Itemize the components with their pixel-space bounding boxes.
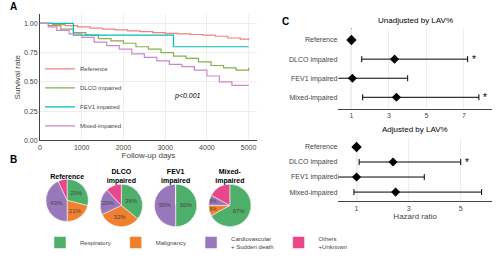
svg-text:1: 1: [349, 112, 353, 119]
svg-text:2000: 2000: [116, 144, 132, 151]
svg-text:Unadjusted by LAV%: Unadjusted by LAV%: [378, 16, 453, 25]
svg-text:5000: 5000: [241, 144, 257, 151]
svg-text:3: 3: [387, 112, 391, 119]
svg-text:Mixed-impaired: Mixed-impaired: [289, 189, 337, 197]
svg-text:Survival rate: Survival rate: [13, 54, 22, 99]
svg-text:FEV1 impaired: FEV1 impaired: [291, 173, 337, 181]
svg-text:Malignancy: Malignancy: [156, 240, 186, 246]
svg-text:A: A: [10, 1, 17, 12]
svg-text:Respiratory: Respiratory: [80, 240, 111, 246]
svg-text:FEV1 impaired: FEV1 impaired: [291, 75, 337, 83]
svg-text:7: 7: [462, 112, 466, 119]
svg-text:Mixed-impaired: Mixed-impaired: [80, 123, 121, 129]
svg-text:3000: 3000: [157, 144, 173, 151]
svg-text:Mixed-impaired: Mixed-impaired: [215, 168, 244, 185]
svg-text:0.75: 0.75: [24, 49, 38, 56]
svg-text:Reference: Reference: [305, 143, 337, 150]
svg-text:50%: 50%: [159, 202, 172, 208]
svg-text:0.00: 0.00: [24, 137, 38, 144]
svg-text:4000: 4000: [199, 144, 215, 151]
svg-text:Reference: Reference: [80, 66, 108, 72]
svg-text:B: B: [10, 154, 17, 165]
svg-text:Cardiovascular+ Sudden death: Cardiovascular+ Sudden death: [231, 236, 274, 250]
svg-text:Reference: Reference: [50, 173, 84, 180]
svg-text:DLCO impaired: DLCO impaired: [289, 56, 337, 64]
svg-text:Reference: Reference: [305, 36, 337, 43]
svg-text:Mixed-impaired: Mixed-impaired: [289, 94, 337, 102]
svg-text:Follow-up days: Follow-up days: [122, 151, 176, 160]
svg-text:DLCOimpaired: DLCOimpaired: [107, 168, 136, 185]
svg-text:Adjusted by LAV%: Adjusted by LAV%: [382, 125, 448, 134]
svg-text:5: 5: [424, 112, 428, 119]
svg-text:*: *: [483, 92, 487, 103]
svg-text:0.25: 0.25: [24, 108, 38, 115]
svg-text:67%: 67%: [233, 208, 246, 214]
svg-text:36%: 36%: [125, 198, 138, 204]
svg-text:1.00: 1.00: [24, 20, 38, 27]
svg-text:3: 3: [407, 205, 411, 212]
svg-text:*: *: [472, 54, 476, 65]
svg-text:8%: 8%: [210, 199, 217, 204]
svg-text:p<0.001: p<0.001: [174, 92, 201, 100]
svg-text:FEV1impaired: FEV1impaired: [161, 168, 190, 185]
svg-text:32%: 32%: [114, 214, 127, 220]
svg-text:1000: 1000: [74, 144, 90, 151]
svg-text:DLCO impaired: DLCO impaired: [80, 85, 121, 91]
svg-text:FEV1 impaired: FEV1 impaired: [80, 104, 120, 110]
svg-text:0: 0: [38, 144, 42, 151]
svg-text:0.50: 0.50: [24, 78, 38, 85]
svg-text:29%: 29%: [70, 190, 83, 196]
svg-text:*: *: [465, 157, 469, 168]
svg-text:C: C: [282, 16, 289, 27]
svg-text:5: 5: [459, 205, 463, 212]
svg-text:50%: 50%: [180, 202, 193, 208]
svg-text:20%: 20%: [102, 200, 115, 206]
svg-text:Others+Unknown: Others+Unknown: [319, 236, 348, 250]
svg-text:8%: 8%: [210, 207, 217, 212]
svg-text:43%: 43%: [50, 200, 63, 206]
svg-text:Hazard ratio: Hazard ratio: [393, 212, 437, 221]
svg-text:21%: 21%: [69, 208, 82, 214]
svg-text:1: 1: [355, 205, 359, 212]
svg-text:DLCO impaired: DLCO impaired: [289, 158, 337, 166]
